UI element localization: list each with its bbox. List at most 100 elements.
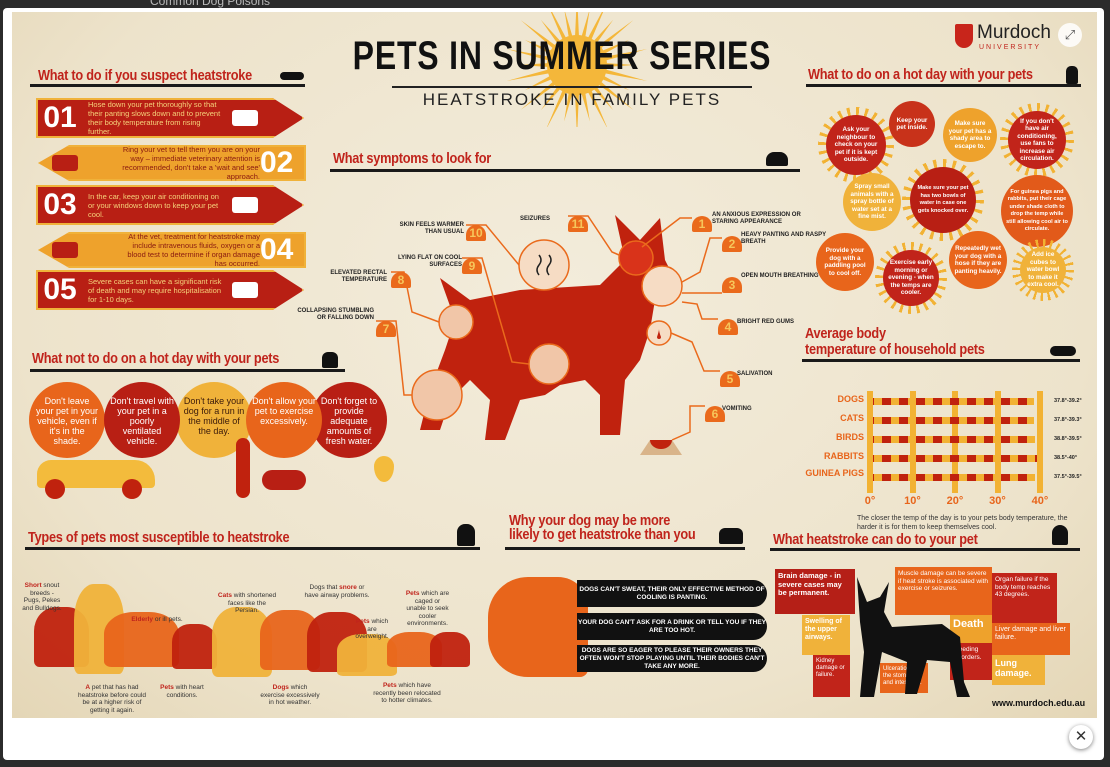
pet-risk-label: Pets which are caged or unable to seek c… <box>405 590 450 628</box>
symptom-number-badge: 7 <box>376 321 396 337</box>
step-text: In the car, keep your air conditioning o… <box>88 191 219 219</box>
sun-ray <box>603 49 648 61</box>
symptoms-heading: What symptoms to look for <box>333 150 491 167</box>
phone-icon <box>52 155 78 171</box>
lying-dog-icon <box>766 152 788 166</box>
damage-block: Ulceration of the stomach and intestines… <box>880 663 928 693</box>
pet-risk-label: Dogs that snore or have airway problems. <box>302 584 372 599</box>
heading-line: likely to get heatstroke than you <box>509 526 696 543</box>
cat-walking-icon <box>1050 346 1076 356</box>
temperature-heading: Average body temperature of household pet… <box>805 326 985 358</box>
symptom-label: LYING FLAT ON COOL SURFACES <box>398 255 462 268</box>
symptom-number-badge: 10 <box>466 225 486 241</box>
running-dog-icon <box>262 470 306 490</box>
symptom-label: AN ANXIOUS EXPRESSION OR STARING APPEARA… <box>712 212 801 225</box>
grid-line <box>867 391 873 493</box>
label-highlight: Pets <box>382 682 397 689</box>
sun-ray <box>597 80 634 110</box>
label-highlight: Elderly <box>131 616 154 623</box>
sun-ray <box>603 69 648 81</box>
not-to-do-heading: What not to do on a hot day with your pe… <box>32 350 280 367</box>
close-button[interactable]: ✕ <box>1069 725 1093 749</box>
grid-line <box>1037 391 1043 493</box>
category-label: BIRDS <box>835 432 864 442</box>
pet-risk-label: A pet that has had heatstroke before cou… <box>77 684 147 714</box>
not-to-do-circle: Don't leave your pet in your vehicle, ev… <box>29 382 105 458</box>
label-text: with heart conditions. <box>166 684 204 699</box>
step-number: 05 <box>43 273 77 306</box>
label-highlight: Pets <box>355 618 370 625</box>
hot-day-tip: Spray small animals with a spray bottle … <box>843 173 901 231</box>
damage-block: Organ failure if the body temp reaches 4… <box>992 573 1057 623</box>
symptom-label: OPEN MOUTH BREATHING <box>741 273 819 279</box>
label-highlight: Cats <box>217 592 232 599</box>
label-highlight: Pets <box>160 684 174 691</box>
divider <box>25 547 480 550</box>
sun-ray <box>564 91 573 122</box>
symptom-number-badge: 5 <box>720 371 740 387</box>
range-label: 38.8°-39.5° <box>1054 436 1082 442</box>
damage-block: Muscle damage can be severe if heat stro… <box>895 567 992 615</box>
symptom-number-badge: 8 <box>391 272 411 288</box>
step-number: 04 <box>260 233 294 266</box>
background-page-text: Common Dog Poisons <box>150 0 271 8</box>
damage-block: Lung damage. <box>992 655 1045 685</box>
sun-ray <box>540 19 562 45</box>
sun-ray <box>575 92 579 127</box>
label-highlight: Pets <box>405 590 420 597</box>
sun-ray <box>564 12 573 39</box>
hot-day-tip: Add ice cubes to water bowl to make it e… <box>1020 247 1066 293</box>
step-arrow: 02 Ring your vet to tell them you are on … <box>38 145 306 181</box>
symptom-label: HEAVY PANTING AND RASPY BREATH <box>741 232 827 245</box>
not-to-do-circle: Don't allow your pet to exercise excessi… <box>246 382 322 458</box>
symptom-number-badge: 11 <box>568 216 588 232</box>
damage-block: Death <box>950 615 992 643</box>
sun-graphic <box>506 12 648 127</box>
step-number: 02 <box>260 146 294 179</box>
water-drop-icon <box>374 456 394 482</box>
logo-sub: UNIVERSITY <box>979 44 1042 51</box>
expand-button[interactable]: ⤢ <box>1058 23 1082 47</box>
poster-subtitle: HEATSTROKE IN FAMILY PETS <box>392 86 752 110</box>
hot-day-tip: If you don't have air conditioning, use … <box>1008 111 1066 169</box>
category-label: RABBITS <box>824 451 864 461</box>
logo-shield-icon <box>955 24 973 48</box>
divider <box>505 547 745 550</box>
sun-ray <box>520 80 557 110</box>
sun-ray <box>597 20 634 50</box>
not-to-do-circle: Don't travel with your pet in a poorly v… <box>104 382 180 458</box>
step-number: 03 <box>43 188 77 221</box>
sun-ray <box>506 69 551 81</box>
symptom-label: COLLAPSING STUMBLING OR FALLING DOWN <box>297 308 374 321</box>
sun-ray <box>581 91 590 122</box>
label-text: Dogs that <box>309 584 340 591</box>
sun-ray <box>547 89 567 127</box>
sun-ray <box>506 49 551 61</box>
bar <box>870 471 1038 484</box>
pet-risk-label: Dogs which exercise excessively in hot w… <box>260 684 320 707</box>
hot-day-tip: Keep your pet inside. <box>889 101 935 147</box>
label-highlight: snore <box>339 584 357 591</box>
step-arrow: 01 Hose down your pet thoroughly so that … <box>36 98 304 138</box>
poster-title: PETS IN SUMMER SERIES <box>352 34 772 78</box>
symptom-label: BRIGHT RED GUMS <box>737 319 794 325</box>
not-to-do-circle: Don't take your dog for a run in the mid… <box>176 382 252 458</box>
divider <box>802 359 1080 362</box>
damage-block: Kidney damage or failure. <box>813 655 850 697</box>
bar <box>870 433 1038 446</box>
sitting-dog-icon <box>1066 66 1078 84</box>
iv-oxygen-syringe-icon <box>52 242 78 258</box>
x-tick-label: 0° <box>864 495 876 507</box>
pet-silhouette <box>172 624 217 669</box>
sun-ray <box>520 20 557 50</box>
label-text: which are caged or unable to seek cooler… <box>406 590 450 627</box>
symptom-label: VOMITING <box>722 406 752 412</box>
heading-line: Why your dog may be more <box>509 512 671 529</box>
label-text: which exercise excessively in hot weathe… <box>260 684 320 706</box>
step-arrow: 04 At the vet, treatment for heatstroke m… <box>38 232 306 268</box>
label-text: which are overweight. <box>355 618 389 640</box>
step-arrow: 03 In the car, keep your air conditioning… <box>36 185 304 225</box>
heading-line: temperature of household pets <box>805 341 985 358</box>
sun-ray <box>575 12 579 38</box>
pet-silhouette <box>104 612 179 667</box>
